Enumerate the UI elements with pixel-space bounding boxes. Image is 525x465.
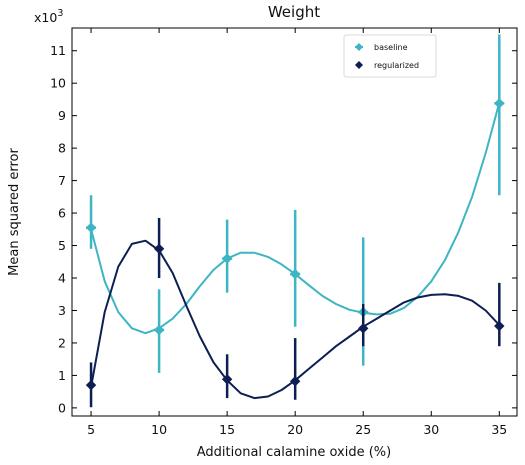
series-baseline bbox=[85, 34, 505, 373]
y-axis-multiplier-exponent: 3 bbox=[57, 8, 63, 19]
data-point bbox=[221, 374, 233, 385]
y-tick-label: 8 bbox=[58, 141, 66, 156]
data-point bbox=[153, 243, 165, 254]
legend-box bbox=[343, 34, 437, 78]
y-tick-label: 7 bbox=[58, 173, 66, 188]
y-tick-label: 2 bbox=[58, 335, 66, 350]
x-axis-title: Additional calamine oxide (%) bbox=[197, 445, 391, 460]
data-point bbox=[358, 323, 369, 334]
y-tick-label: 4 bbox=[58, 271, 66, 286]
y-tick-label: 10 bbox=[50, 76, 66, 91]
y-tick-label: 5 bbox=[58, 238, 66, 253]
x-tick-label: 5 bbox=[87, 422, 95, 437]
data-point bbox=[85, 379, 97, 391]
y-tick-label: 3 bbox=[58, 303, 66, 318]
y-tick-label: 0 bbox=[58, 400, 66, 415]
chart-title: Weight bbox=[268, 3, 320, 21]
legend-label: baseline bbox=[374, 43, 408, 52]
y-tick-label: 9 bbox=[58, 108, 66, 123]
x-tick-label: 10 bbox=[151, 422, 167, 437]
x-tick-label: 35 bbox=[491, 422, 507, 437]
y-axis-title: Mean squared error bbox=[7, 148, 22, 276]
y-tick-label: 11 bbox=[50, 43, 66, 58]
y-tick-label: 1 bbox=[58, 368, 66, 383]
legend-marker bbox=[355, 61, 363, 69]
plot-frame bbox=[71, 27, 518, 417]
y-tick-label: 6 bbox=[58, 206, 66, 221]
x-tick-label: 30 bbox=[423, 422, 439, 437]
data-point bbox=[494, 320, 505, 332]
axis-ticks: 5 10 15 20 25 30 35 0 1 2 3 4 5 6 7 8 9 10 11 bbox=[50, 28, 517, 437]
y-axis-multiplier-base: x10 bbox=[34, 10, 57, 25]
x-tick-label: 20 bbox=[287, 422, 303, 437]
plot-area bbox=[85, 34, 505, 408]
series-regularized bbox=[85, 217, 505, 408]
y-axis-multiplier: x103 bbox=[34, 8, 63, 25]
legend: baseline regularized bbox=[343, 34, 437, 78]
x-tick-label: 25 bbox=[355, 422, 371, 437]
legend-label: regularized bbox=[374, 61, 419, 70]
x-tick-label: 15 bbox=[219, 422, 235, 437]
data-point bbox=[289, 376, 301, 387]
